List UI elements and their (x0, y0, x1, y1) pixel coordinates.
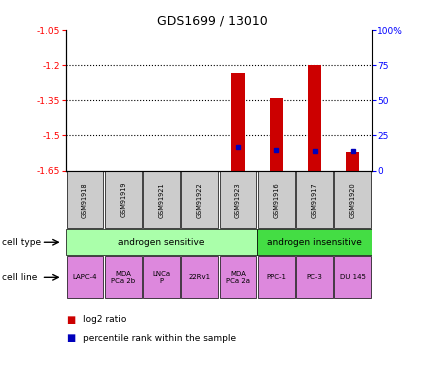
Bar (105, 256, 142, 298)
Bar (143, 256, 180, 298)
Text: GSM91918: GSM91918 (82, 182, 88, 218)
Bar (231, 74, 245, 171)
Text: GSM91923: GSM91923 (235, 182, 241, 218)
Text: log2 ratio: log2 ratio (83, 315, 126, 324)
Text: GSM91922: GSM91922 (197, 182, 203, 218)
Text: androgen sensitive: androgen sensitive (118, 238, 205, 247)
Text: ■: ■ (66, 315, 75, 324)
Text: androgen insensitive: androgen insensitive (267, 238, 362, 247)
Text: GSM91921: GSM91921 (159, 182, 164, 218)
Text: cell type: cell type (2, 238, 41, 247)
Bar (67, 171, 103, 228)
Text: ■: ■ (66, 333, 75, 343)
Bar (296, 256, 333, 298)
Bar (220, 256, 256, 298)
Bar (334, 171, 371, 228)
Text: GDS1699 / 13010: GDS1699 / 13010 (157, 15, 268, 28)
Bar (143, 171, 180, 228)
Bar (346, 152, 360, 171)
Text: DU 145: DU 145 (340, 274, 366, 280)
Bar (181, 256, 218, 298)
Text: LAPC-4: LAPC-4 (73, 274, 97, 280)
Text: GSM91919: GSM91919 (120, 182, 126, 218)
Bar (181, 171, 218, 228)
Bar (66, 229, 257, 255)
Bar (67, 256, 103, 298)
Text: PPC-1: PPC-1 (266, 274, 286, 280)
Bar (257, 229, 372, 255)
Text: GSM91920: GSM91920 (350, 182, 356, 218)
Bar (220, 171, 256, 228)
Text: MDA
PCa 2a: MDA PCa 2a (226, 271, 250, 284)
Bar (334, 256, 371, 298)
Bar (258, 256, 295, 298)
Bar (105, 171, 142, 228)
Bar (269, 98, 283, 171)
Text: cell line: cell line (2, 273, 37, 282)
Bar (258, 171, 295, 228)
Text: GSM91917: GSM91917 (312, 182, 317, 218)
Text: MDA
PCa 2b: MDA PCa 2b (111, 271, 135, 284)
Bar (296, 171, 333, 228)
Bar (308, 65, 321, 171)
Text: percentile rank within the sample: percentile rank within the sample (83, 334, 236, 343)
Text: LNCa
P: LNCa P (153, 271, 170, 284)
Text: 22Rv1: 22Rv1 (189, 274, 211, 280)
Text: GSM91916: GSM91916 (273, 182, 279, 218)
Text: PC-3: PC-3 (306, 274, 323, 280)
